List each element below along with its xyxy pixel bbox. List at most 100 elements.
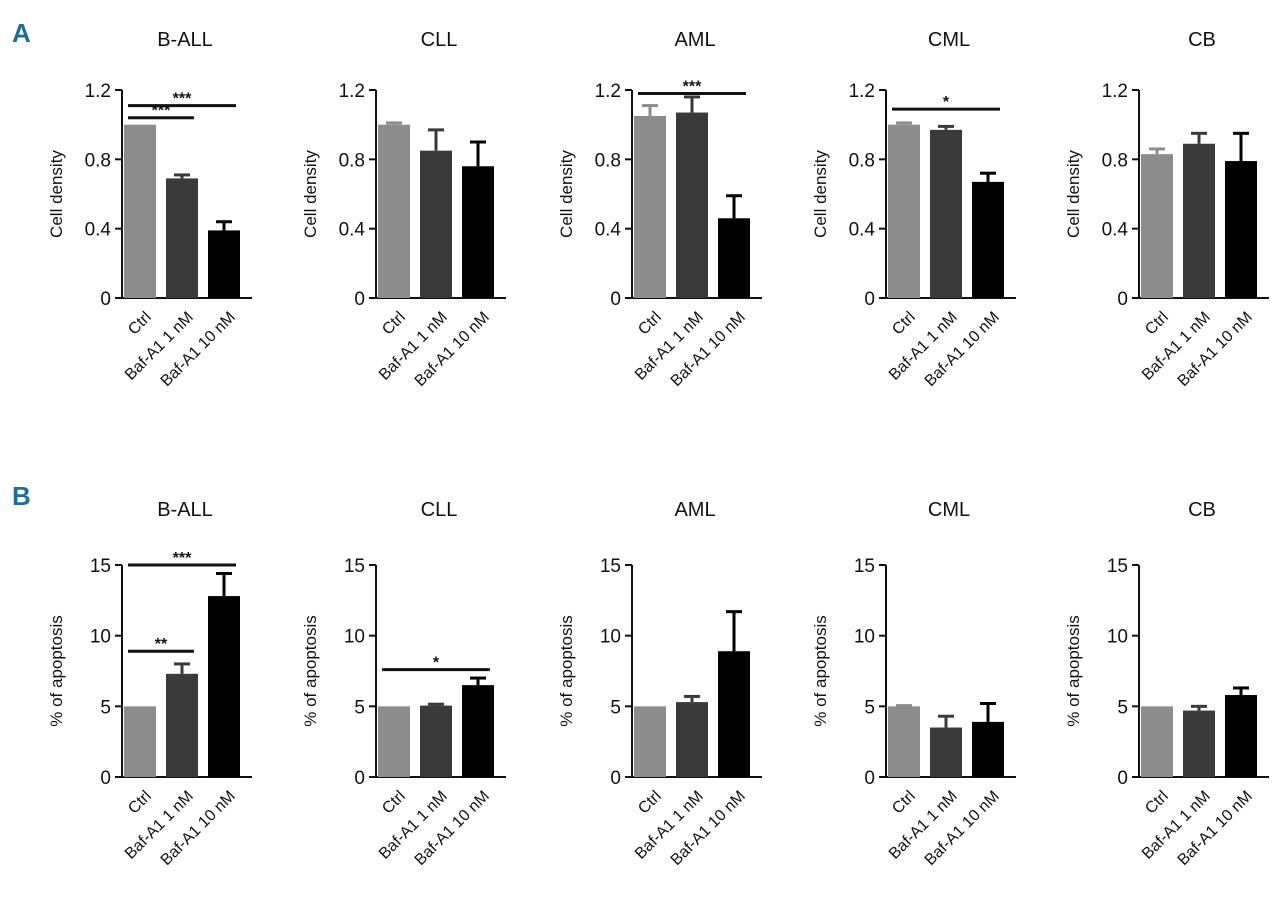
chart-title: CLL — [421, 499, 458, 521]
y-tick-label: 5 — [100, 697, 111, 718]
chart-title: AML — [674, 499, 715, 521]
chart-title: CML — [928, 29, 970, 51]
x-tick-label: Baf-A1 10 nM — [412, 309, 493, 390]
x-tick-label: Baf-A1 10 nM — [922, 309, 1003, 390]
y-tick-label: 0.8 — [849, 150, 875, 171]
significance-label: * — [943, 94, 950, 111]
x-tick-label: Ctrl — [889, 309, 919, 339]
y-tick-label: 0 — [610, 768, 621, 789]
y-tick-label: 5 — [1117, 697, 1128, 718]
panel-label-A: A — [12, 18, 31, 48]
x-tick-label: Baf-A1 10 nM — [1175, 309, 1256, 390]
y-axis-label: % of apoptosis — [811, 615, 830, 727]
x-tick-label: Ctrl — [635, 788, 665, 818]
y-tick-label: 5 — [864, 697, 875, 718]
chart-title: B-ALL — [157, 29, 213, 51]
bar-baf-a1-1-nm — [1183, 710, 1215, 777]
y-tick-label: 0.4 — [849, 220, 876, 241]
y-tick-label: 0 — [610, 289, 621, 310]
bar-ctrl — [124, 124, 156, 299]
bar-baf-a1-1-nm — [676, 112, 708, 299]
y-tick-label: 1.2 — [85, 81, 111, 102]
y-tick-label: 0.8 — [339, 150, 365, 171]
y-tick-label: 1.2 — [339, 81, 365, 102]
significance-label: *** — [173, 91, 192, 108]
bar-baf-a1-1-nm — [1183, 143, 1215, 298]
x-tick-label: Baf-A1 10 nM — [668, 788, 749, 869]
bar-ctrl — [124, 706, 156, 777]
x-tick-label: Baf-A1 10 nM — [158, 788, 239, 869]
chart-title: AML — [674, 29, 715, 51]
bar-baf-a1-10-nm — [972, 181, 1004, 298]
x-tick-label: Ctrl — [889, 788, 919, 818]
x-tick-label: Baf-A1 10 nM — [922, 788, 1003, 869]
bar-baf-a1-1-nm — [166, 673, 198, 777]
chart-title: CB — [1188, 499, 1216, 521]
x-tick-label: Ctrl — [1142, 788, 1172, 818]
y-axis-label: Cell density — [1064, 150, 1083, 238]
significance-label: * — [433, 655, 440, 672]
y-tick-label: 0 — [354, 289, 365, 310]
y-tick-label: 0.4 — [1102, 220, 1129, 241]
y-tick-label: 0 — [1117, 768, 1128, 789]
x-tick-label: Baf-A1 10 nM — [1175, 788, 1256, 869]
x-tick-label: Ctrl — [379, 788, 409, 818]
bar-baf-a1-1-nm — [420, 150, 452, 298]
bar-baf-a1-1-nm — [166, 178, 198, 298]
bar-ctrl — [1141, 706, 1173, 777]
y-tick-label: 0.8 — [85, 150, 111, 171]
y-tick-label: 5 — [354, 697, 365, 718]
y-tick-label: 0 — [864, 289, 875, 310]
chart-title: B-ALL — [157, 499, 213, 521]
bar-ctrl — [1141, 154, 1173, 298]
bar-baf-a1-1-nm — [420, 705, 452, 777]
bar-baf-a1-10-nm — [1225, 695, 1257, 777]
y-tick-label: 1.2 — [1102, 81, 1128, 102]
bar-ctrl — [634, 706, 666, 777]
y-tick-label: 10 — [344, 627, 365, 648]
y-axis-label: Cell density — [47, 150, 66, 238]
bar-baf-a1-10-nm — [1225, 161, 1257, 298]
bar-baf-a1-1-nm — [676, 702, 708, 777]
y-tick-label: 0 — [1117, 289, 1128, 310]
y-tick-label: 15 — [854, 556, 875, 577]
y-tick-label: 15 — [1107, 556, 1128, 577]
y-axis-label: % of apoptosis — [1064, 615, 1083, 727]
x-tick-label: Baf-A1 10 nM — [412, 788, 493, 869]
bar-ctrl — [378, 124, 410, 299]
y-tick-label: 1.2 — [595, 81, 621, 102]
x-tick-label: Baf-A1 10 nM — [158, 309, 239, 390]
y-tick-label: 0 — [100, 768, 111, 789]
bar-baf-a1-10-nm — [462, 166, 494, 298]
y-tick-label: 0.4 — [85, 220, 112, 241]
y-tick-label: 0.8 — [1102, 150, 1128, 171]
x-tick-label: Ctrl — [635, 309, 665, 339]
x-tick-label: Baf-A1 10 nM — [668, 309, 749, 390]
bar-baf-a1-10-nm — [462, 685, 494, 777]
x-tick-label: Ctrl — [1142, 309, 1172, 339]
significance-label: *** — [173, 550, 192, 567]
y-axis-label: Cell density — [301, 150, 320, 238]
y-tick-label: 15 — [600, 556, 621, 577]
bar-ctrl — [378, 706, 410, 777]
bar-baf-a1-10-nm — [718, 218, 750, 298]
y-tick-label: 10 — [600, 627, 621, 648]
y-axis-label: Cell density — [557, 150, 576, 238]
y-tick-label: 15 — [90, 556, 111, 577]
x-tick-label: Ctrl — [125, 788, 155, 818]
panel-label-B: B — [12, 481, 31, 511]
y-tick-label: 0 — [100, 289, 111, 310]
bar-ctrl — [888, 124, 920, 299]
y-tick-label: 10 — [854, 627, 875, 648]
y-tick-label: 0.4 — [595, 220, 622, 241]
y-tick-label: 0 — [354, 768, 365, 789]
y-axis-label: % of apoptosis — [301, 615, 320, 727]
